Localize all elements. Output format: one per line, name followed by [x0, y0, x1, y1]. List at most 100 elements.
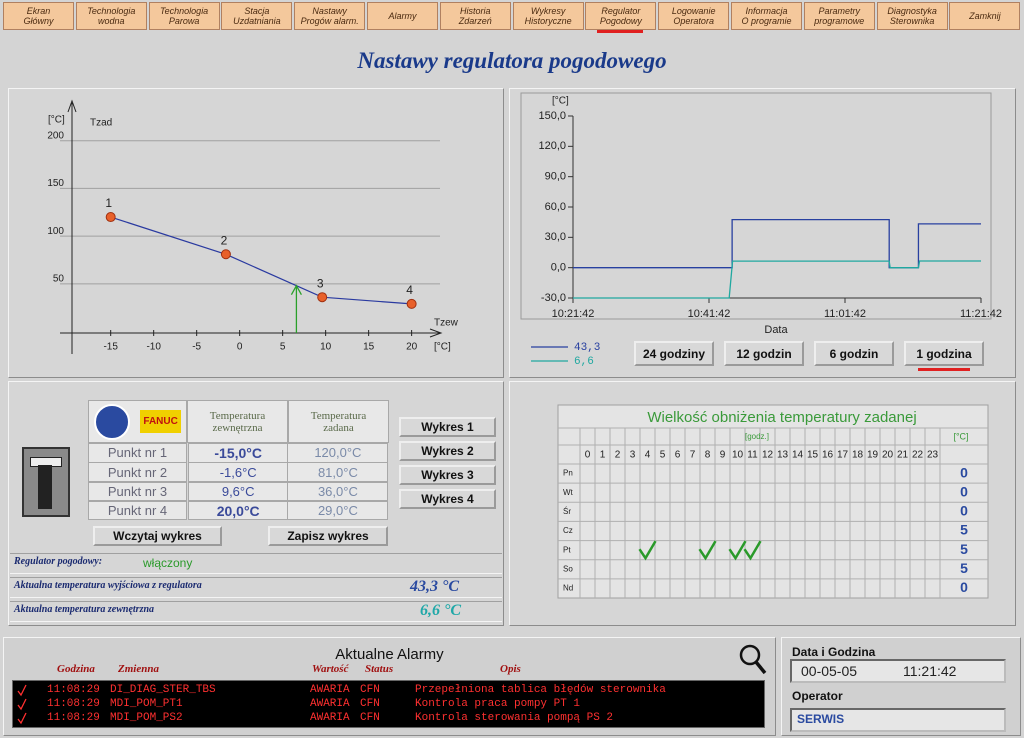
- table-cell: Punkt nr 3: [88, 481, 187, 502]
- nav-label: Stacja: [244, 6, 270, 16]
- nav-label: Zamknij: [969, 11, 1001, 21]
- alarm-cell: DI_DIAG_STER_TBS: [110, 684, 216, 696]
- range-button[interactable]: 1 godzina: [904, 341, 984, 366]
- fanuc-logo: FANUC: [140, 410, 181, 433]
- nav-button[interactable]: Ekran Główny: [3, 2, 74, 30]
- status-value: 6,6 °C: [420, 602, 462, 619]
- nav-label: Alarmy: [388, 11, 417, 21]
- status-label: Regulator pogodowy:: [14, 556, 103, 567]
- logo-cell: FANUC: [88, 400, 187, 443]
- range-button[interactable]: 24 godziny: [634, 341, 714, 366]
- nav-button[interactable]: Regulator Pogodowy: [585, 2, 657, 30]
- nav-label: Diagnostyka: [887, 6, 937, 16]
- alarm-cell: Kontrola sterowania pompą PS 2: [415, 712, 614, 724]
- range-button[interactable]: 6 godzin: [814, 341, 894, 366]
- status-label: Aktualna temperatura wyjściowa z regulat…: [14, 580, 202, 591]
- nav-button[interactable]: Technologia wodna: [75, 2, 147, 30]
- table-cell: 81,0°C: [287, 462, 389, 482]
- chart-button[interactable]: Wykres 1: [399, 417, 496, 437]
- chart-button[interactable]: Wykres 3: [399, 465, 496, 485]
- nav-button[interactable]: Technologia Parowa: [148, 2, 220, 30]
- nav-button[interactable]: Historia Zdarzeń: [439, 2, 511, 30]
- alarm-cell: Przepełniona tablica błędów sterownika: [415, 684, 666, 696]
- nav-label: Główny: [23, 16, 54, 26]
- table-cell: Punkt nr 2: [88, 462, 187, 482]
- datetime-title: Data i Godzina: [792, 645, 876, 659]
- active-marker: [918, 368, 970, 371]
- nav-label: programowe: [814, 16, 865, 26]
- nav-label: Sterownika: [889, 16, 935, 26]
- load-button[interactable]: Wczytaj wykres: [93, 526, 222, 546]
- nav-button[interactable]: Diagnostyka Sterownika: [876, 2, 948, 30]
- nav-label: wodna: [98, 16, 125, 26]
- datetime-box: [790, 659, 1006, 683]
- nav-button[interactable]: Stacja Uzdatniania: [221, 2, 293, 30]
- alarm-column: Status: [365, 663, 394, 675]
- table-cell: -15,0°C: [187, 443, 289, 463]
- ge-logo: [94, 403, 131, 440]
- status-row: [10, 553, 502, 574]
- nav-button[interactable]: Logowanie Operatora: [658, 2, 730, 30]
- table-cell: -1,6°C: [187, 462, 289, 482]
- alarm-cell: 11:08:29: [47, 684, 100, 696]
- active-marker: [597, 30, 644, 33]
- nav-label: Wykresy: [530, 6, 566, 16]
- range-button[interactable]: 12 godzin: [724, 341, 804, 366]
- nav-button[interactable]: Wykresy Historyczne: [512, 2, 584, 30]
- nav-label: O programie: [741, 16, 792, 26]
- nav-button[interactable]: Parametry programowe: [803, 2, 875, 30]
- switch-icon[interactable]: [22, 447, 70, 517]
- status-value: 43,3 °C: [410, 578, 460, 595]
- alarm-cell: MDI_POM_PS2: [110, 712, 183, 724]
- alarm-cell: CFN: [360, 684, 380, 696]
- nav-button[interactable]: Zamknij: [949, 2, 1021, 30]
- operator-label: Operator: [792, 689, 843, 703]
- status-label: Aktualna temperatura zewnętrzna: [14, 604, 155, 615]
- chart-button[interactable]: Wykres 2: [399, 441, 496, 461]
- page-title: Nastawy regulatora pogodowego: [357, 48, 667, 73]
- alarm-column: Opis: [500, 663, 521, 675]
- nav-label: Nastawy: [312, 6, 347, 16]
- alarm-cell: CFN: [360, 712, 380, 724]
- time: 11:21:42: [903, 663, 957, 679]
- date: 00-05-05: [801, 663, 858, 679]
- nav-label: Regulator: [601, 6, 641, 16]
- alarm-title: Aktualne Alarmy: [335, 646, 444, 663]
- nav-label: Historyczne: [524, 16, 572, 26]
- nav-label: Historia: [460, 6, 491, 16]
- nav-button[interactable]: Informacja O programie: [731, 2, 802, 30]
- alarm-column: Godzina: [57, 663, 95, 675]
- table-cell: 120,0°C: [287, 443, 389, 463]
- nav-button[interactable]: Alarmy: [367, 2, 438, 30]
- table-cell: 20,0°C: [187, 500, 289, 521]
- nav-label: Logowanie: [671, 6, 716, 16]
- nav-label: Parowa: [168, 16, 200, 26]
- table-cell: 36,0°C: [287, 481, 389, 502]
- alarm-cell: 11:08:29: [47, 712, 100, 724]
- nav-label: Informacja: [745, 6, 788, 16]
- alarm-cell: Kontrola praca pompy PT 1: [415, 698, 581, 710]
- nav-label: Operatora: [673, 16, 714, 26]
- save-button[interactable]: Zapisz wykres: [268, 526, 388, 546]
- nav-label: Parametry: [818, 6, 861, 16]
- nav-label: Zdarzeń: [458, 16, 492, 26]
- trend-panel: [509, 88, 1016, 378]
- table-cell: 29,0°C: [287, 500, 389, 521]
- operator-box: [790, 708, 1006, 732]
- alarm-cell: CFN: [360, 698, 380, 710]
- alarm-cell: AWARIA: [310, 698, 350, 710]
- alarm-cell: AWARIA: [310, 684, 350, 696]
- chart-button[interactable]: Wykres 4: [399, 489, 496, 509]
- table-cell: Punkt nr 4: [88, 500, 187, 521]
- nav-label: Pogodowy: [599, 16, 642, 26]
- alarm-cell: MDI_POM_PT1: [110, 698, 183, 710]
- alarm-list: [12, 680, 765, 728]
- nav-label: Uzdatniania: [233, 16, 281, 26]
- nav-label: Technologia: [159, 6, 209, 16]
- curve-panel: [8, 88, 504, 378]
- nav-button[interactable]: Nastawy Progów alarm.: [294, 2, 366, 30]
- table-header: Temperatura zadana: [288, 400, 389, 443]
- alarm-column: Zmienna: [118, 663, 159, 675]
- table-cell: 9,6°C: [187, 481, 289, 502]
